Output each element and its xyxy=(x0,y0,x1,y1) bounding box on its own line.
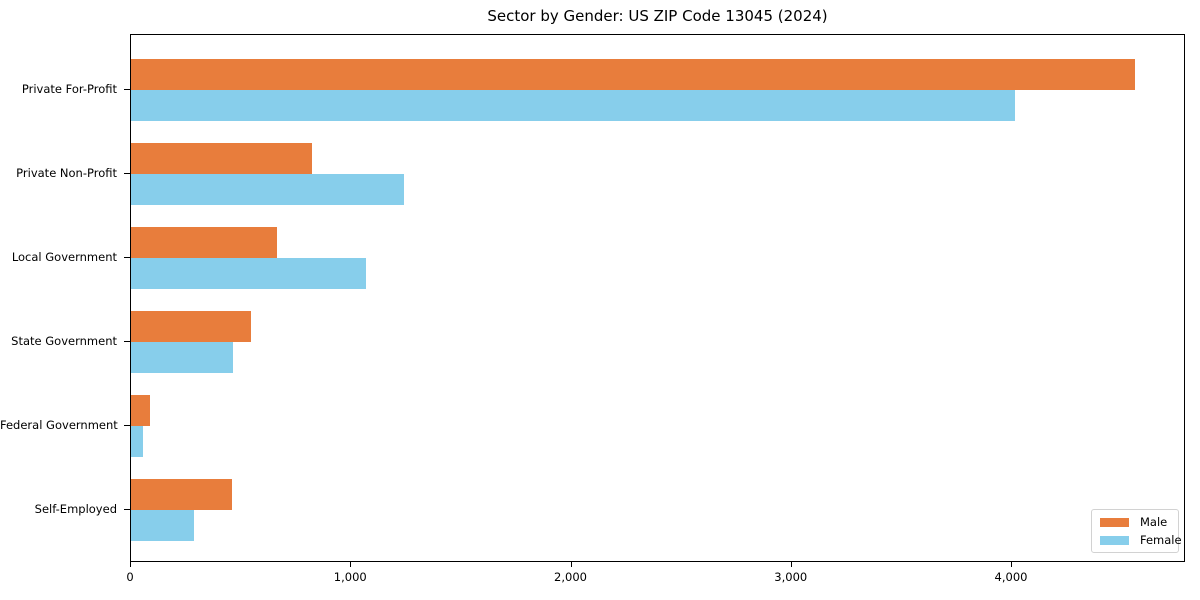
y-axis-label-4: Federal Government xyxy=(0,418,118,432)
x-tick-3 xyxy=(790,562,792,567)
y-tick-1 xyxy=(124,173,130,174)
legend: Male Female xyxy=(1091,509,1182,553)
bar-male-4 xyxy=(131,395,151,426)
x-tick-label-3: 3,000 xyxy=(774,570,808,584)
bar-male-2 xyxy=(131,227,277,258)
bar-male-0 xyxy=(131,59,1135,90)
legend-swatch-male xyxy=(1100,517,1129,527)
y-tick-0 xyxy=(124,89,130,90)
legend-label-female: Female xyxy=(1140,532,1182,547)
legend-label-male: Male xyxy=(1140,514,1168,529)
legend-swatch-female xyxy=(1100,535,1129,545)
chart-title: Sector by Gender: US ZIP Code 13045 (202… xyxy=(487,7,828,25)
bar-male-5 xyxy=(131,479,232,510)
y-axis-label-0: Private For-Profit xyxy=(21,82,117,96)
y-tick-4 xyxy=(124,425,130,426)
x-tick-label-0: 0 xyxy=(126,570,134,584)
x-tick-label-2: 2,000 xyxy=(554,570,587,584)
y-axis-label-1: Private Non-Profit xyxy=(16,166,117,180)
bar-female-0 xyxy=(131,90,1015,121)
x-tick-0 xyxy=(130,562,131,567)
bar-female-1 xyxy=(131,174,405,205)
x-tick-4 xyxy=(1011,562,1012,567)
y-tick-2 xyxy=(124,257,130,258)
x-tick-1 xyxy=(350,562,352,567)
y-tick-3 xyxy=(124,341,130,342)
bar-female-4 xyxy=(131,426,143,457)
bar-female-3 xyxy=(131,342,233,373)
y-axis-label-3: State Government xyxy=(11,334,117,348)
y-axis-label-2: Local Government xyxy=(11,250,117,264)
y-axis-label-5: Self-Employed xyxy=(34,502,117,516)
bar-male-3 xyxy=(131,311,252,342)
legend-item-male: Male xyxy=(1100,514,1170,529)
x-tick-label-1: 1,000 xyxy=(333,570,367,584)
bar-male-1 xyxy=(131,143,312,174)
x-tick-label-4: 4,000 xyxy=(994,570,1028,584)
plot-area xyxy=(130,34,1185,562)
bar-female-2 xyxy=(131,258,366,289)
bar-female-5 xyxy=(131,510,194,541)
y-tick-5 xyxy=(124,509,130,510)
legend-item-female: Female xyxy=(1100,533,1182,547)
x-tick-2 xyxy=(570,562,572,567)
